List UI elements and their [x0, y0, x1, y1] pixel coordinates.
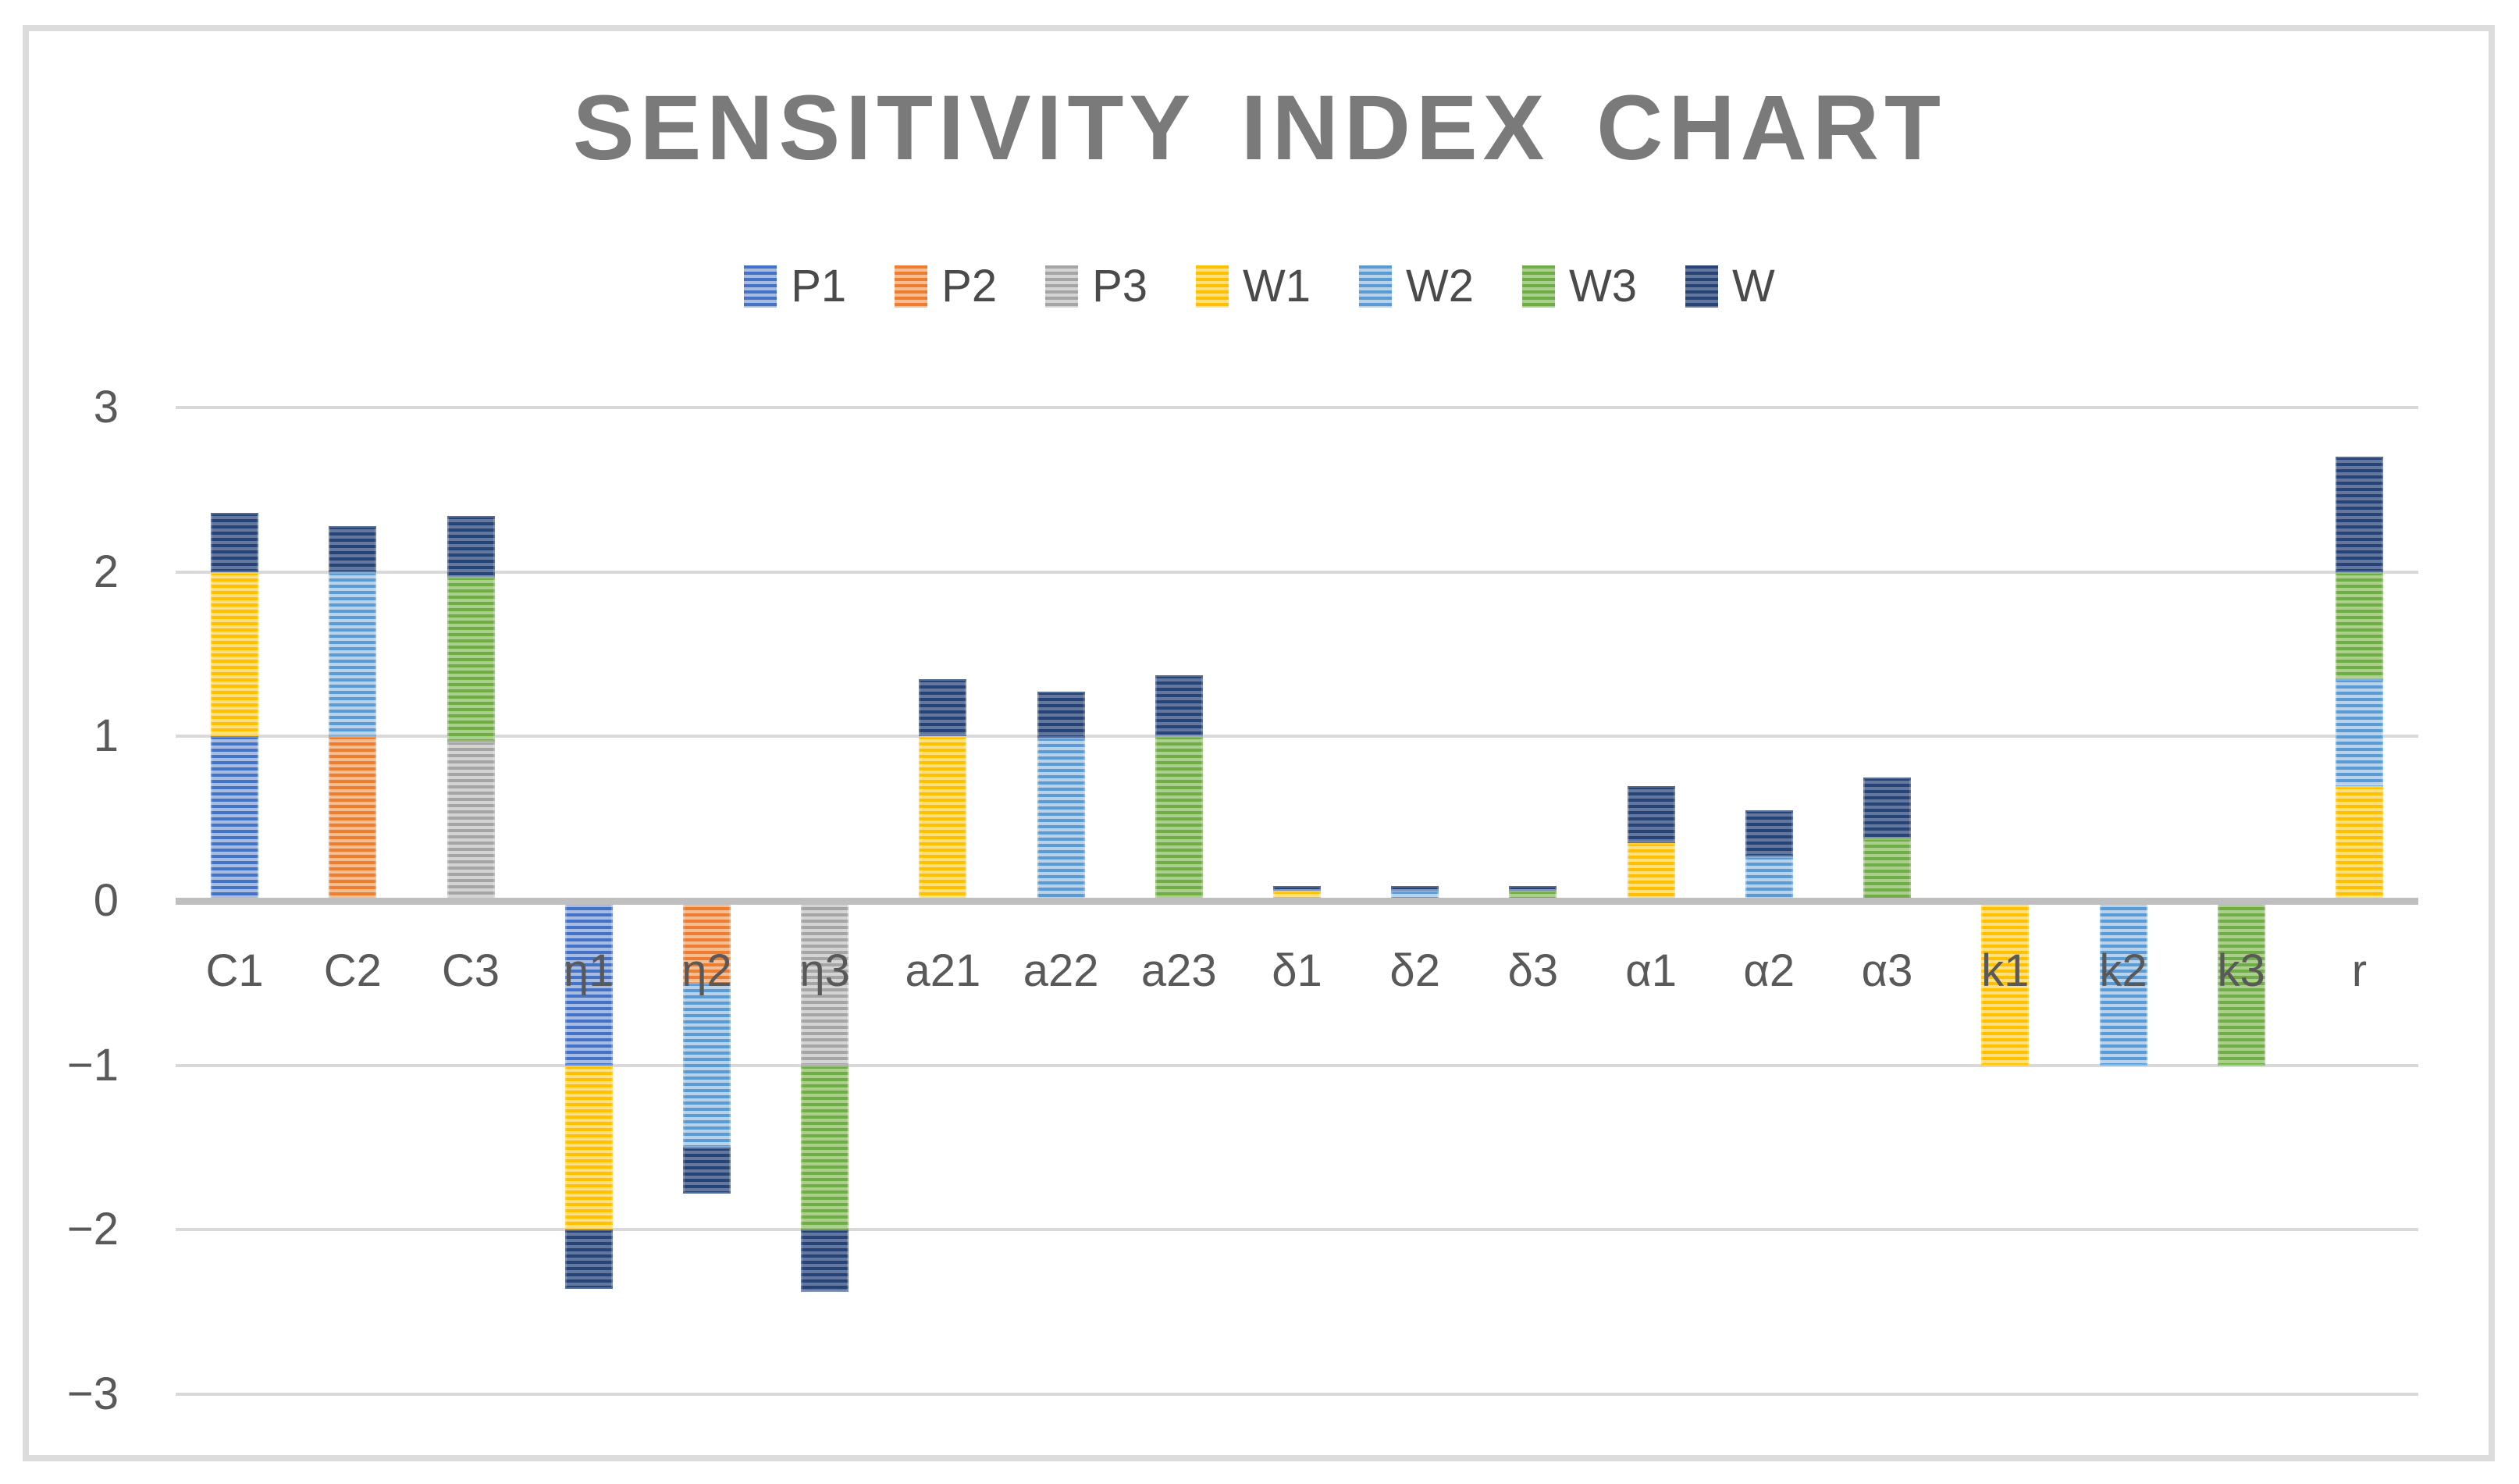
- bar-segment-C3-W3[interactable]: [447, 576, 495, 742]
- bar-segment-r-W1[interactable]: [2335, 785, 2383, 901]
- legend-label-W: W: [1732, 261, 1775, 311]
- gridline-y-3: [176, 405, 2418, 409]
- x-category-label-α2: α2: [1743, 945, 1795, 996]
- y-tick-label-1: 1: [93, 710, 119, 762]
- x-category-label-C1: C1: [205, 945, 264, 996]
- legend-label-W3: W3: [1569, 261, 1638, 311]
- bar-segment-k3-W3[interactable]: [2217, 901, 2265, 1066]
- bar-segment-α1-W[interactable]: [1627, 785, 1675, 844]
- legend-item-W2[interactable]: W2: [1359, 264, 1474, 309]
- bar-segment-η1-P1[interactable]: [564, 901, 613, 1066]
- bar-segment-a21-W1[interactable]: [919, 736, 967, 901]
- y-tick-label-0: 0: [93, 875, 119, 926]
- x-category-label-α3: α3: [1861, 945, 1913, 996]
- bar-segment-α2-W2[interactable]: [1745, 856, 1793, 901]
- legend-item-W1[interactable]: W1: [1196, 264, 1311, 309]
- legend-item-P1[interactable]: P1: [744, 264, 846, 309]
- legend: P1 P2 P3 W1 W2 W3 W: [0, 261, 2519, 312]
- bar-segment-δ3-W[interactable]: [1509, 886, 1557, 891]
- chart-border-frame: [23, 25, 2495, 1461]
- bar-segment-η2-W2[interactable]: [682, 983, 731, 1148]
- bar-segment-η2-P2[interactable]: [682, 901, 731, 984]
- x-category-label-a23: a23: [1140, 945, 1217, 996]
- x-category-label-α1: α1: [1625, 945, 1677, 996]
- gridline-y--3: [176, 1393, 2418, 1397]
- bar-segment-a23-W3[interactable]: [1155, 736, 1203, 901]
- legend-swatch-W: [1685, 265, 1719, 308]
- bar-segment-η3-W3[interactable]: [801, 1065, 849, 1230]
- bar-segment-a23-W[interactable]: [1155, 675, 1203, 737]
- bar-segment-η2-W[interactable]: [682, 1148, 731, 1194]
- x-category-label-k3: k3: [2217, 945, 2265, 996]
- bar-segment-δ1-W[interactable]: [1273, 886, 1321, 891]
- legend-swatch-P1: [744, 265, 777, 308]
- legend-item-W[interactable]: W: [1685, 264, 1775, 309]
- legend-swatch-W1: [1196, 265, 1229, 308]
- gridline-y--1: [176, 1063, 2418, 1067]
- bar-segment-k1-W1[interactable]: [1981, 901, 2030, 1066]
- y-tick-label-2: 2: [93, 546, 119, 597]
- legend-item-P2[interactable]: P2: [895, 264, 997, 309]
- bar-segment-C2-W2[interactable]: [329, 571, 377, 737]
- bar-segment-a21-W[interactable]: [919, 678, 967, 737]
- gridline-y-2: [176, 570, 2418, 574]
- legend-label-P3: P3: [1092, 261, 1148, 311]
- legend-item-W3[interactable]: W3: [1522, 264, 1637, 309]
- x-category-label-C2: C2: [323, 945, 382, 996]
- bar-segment-C1-P1[interactable]: [211, 736, 259, 901]
- legend-swatch-W2: [1359, 265, 1393, 308]
- bar-segment-r-W[interactable]: [2335, 457, 2383, 572]
- y-tick-label-3: 3: [93, 381, 119, 432]
- bar-segment-η3-P3[interactable]: [801, 901, 849, 1066]
- bar-segment-r-W3[interactable]: [2335, 571, 2383, 679]
- bar-segment-a22-W[interactable]: [1037, 692, 1085, 738]
- chart-title: SENSITIVITY INDEX CHART: [572, 77, 1947, 180]
- x-category-label-δ2: δ2: [1389, 945, 1440, 996]
- x-category-label-δ1: δ1: [1272, 945, 1322, 996]
- bar-segment-C3-W[interactable]: [447, 516, 495, 577]
- bar-segment-a22-W2[interactable]: [1037, 738, 1085, 901]
- bar-segment-η1-W1[interactable]: [564, 1065, 613, 1230]
- x-category-label-η2: η2: [681, 945, 732, 996]
- bar-segment-C3-P3[interactable]: [447, 741, 495, 901]
- x-category-label-a22: a22: [1023, 945, 1099, 996]
- x-category-label-k2: k2: [2099, 945, 2147, 996]
- legend-item-P3[interactable]: P3: [1045, 264, 1147, 309]
- y-tick-label--3: −3: [66, 1368, 119, 1420]
- legend-label-W2: W2: [1406, 261, 1475, 311]
- bar-segment-α1-W1[interactable]: [1627, 843, 1675, 901]
- bar-segment-r-W2[interactable]: [2335, 678, 2383, 786]
- y-tick-label--2: −2: [66, 1204, 119, 1255]
- x-category-label-η1: η1: [563, 945, 614, 996]
- bar-segment-α3-W[interactable]: [1863, 778, 1912, 838]
- bar-segment-η3-W[interactable]: [801, 1230, 849, 1293]
- legend-swatch-W3: [1522, 265, 1556, 308]
- x-category-label-δ3: δ3: [1507, 945, 1559, 996]
- x-category-label-a21: a21: [905, 945, 981, 996]
- legend-label-P2: P2: [941, 261, 998, 311]
- x-axis-line: [176, 897, 2418, 905]
- bar-segment-C2-W[interactable]: [329, 525, 377, 572]
- bar-segment-C1-W[interactable]: [211, 512, 259, 572]
- legend-label-P1: P1: [791, 261, 847, 311]
- gridline-y-1: [176, 735, 2418, 738]
- x-category-label-r: r: [2351, 945, 2368, 996]
- bar-segment-α3-W3[interactable]: [1863, 838, 1912, 901]
- bar-segment-C2-P2[interactable]: [329, 736, 377, 901]
- legend-swatch-P2: [895, 265, 928, 308]
- bar-segment-C1-W1[interactable]: [211, 571, 259, 737]
- bar-segment-η1-W[interactable]: [564, 1230, 613, 1290]
- gridline-y--2: [176, 1228, 2418, 1232]
- x-category-label-C3: C3: [441, 945, 500, 996]
- legend-swatch-P3: [1045, 265, 1079, 308]
- y-tick-label--1: −1: [66, 1039, 119, 1091]
- bar-segment-α2-W[interactable]: [1745, 810, 1793, 857]
- legend-label-W1: W1: [1243, 261, 1311, 311]
- x-category-label-η3: η3: [799, 945, 850, 996]
- bar-segment-δ2-W[interactable]: [1391, 886, 1439, 891]
- bar-segment-k2-W2[interactable]: [2099, 901, 2147, 1066]
- x-category-label-k1: k1: [1981, 945, 2030, 996]
